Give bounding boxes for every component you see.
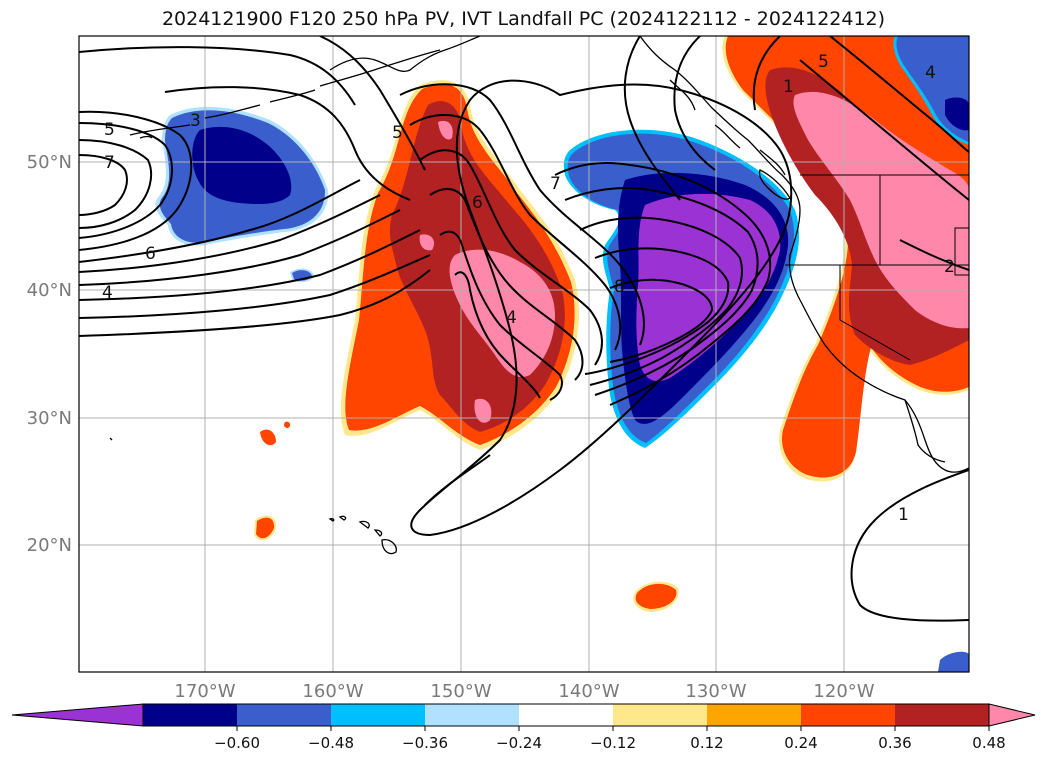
coastlines — [109, 36, 969, 555]
colorbar-tick-label: 0.48 — [972, 734, 1005, 752]
colorbar-tick-label: −0.60 — [214, 734, 260, 752]
colorbar-segment — [425, 704, 520, 726]
positive-anomaly-small-patches — [254, 421, 679, 612]
contour-label-5: 5 — [104, 120, 115, 140]
contour-label-7b: 7 — [550, 174, 561, 194]
colorbar-segment — [801, 704, 896, 726]
map-area: 5 7 6 4 3 5 6 4 7 8 5 4 2 1 1 — [79, 36, 969, 672]
contour-label-6b: 6 — [472, 193, 483, 213]
colorbar-segment — [895, 704, 990, 726]
contour-label-4: 4 — [102, 283, 113, 303]
contour-labels: 5 7 6 4 3 5 6 4 7 8 5 4 2 1 1 — [102, 52, 955, 525]
lon-label-140w: 140°W — [558, 681, 619, 702]
contour-label-6: 6 — [145, 244, 156, 264]
positive-anomaly-west-coast — [722, 36, 969, 482]
longitude-labels: 170°W 160°W 150°W 140°W 130°W 120°W — [174, 681, 874, 702]
colorbar-segment — [519, 704, 614, 726]
colorbar-segment — [613, 704, 708, 726]
positive-anomaly-central-pacific — [340, 80, 580, 451]
negative-anomaly-west-pacific — [155, 106, 329, 283]
contour-label-2: 2 — [944, 257, 955, 277]
colorbar-tick-label: 0.36 — [878, 734, 911, 752]
colorbar-extend-high — [988, 703, 1036, 727]
colorbar-tick-label: −0.48 — [308, 734, 354, 752]
contour-label-5b: 5 — [392, 123, 403, 143]
lat-label-30n: 30°N — [27, 408, 72, 429]
colorbar-segment — [237, 704, 332, 726]
contour-label-3: 3 — [190, 111, 201, 131]
colorbar-segment — [143, 704, 238, 726]
contour-label-1: 1 — [898, 505, 909, 525]
contour-label-8: 8 — [614, 277, 625, 297]
lat-label-50n: 50°N — [27, 152, 72, 173]
negative-anomaly-north-east — [893, 36, 969, 672]
pv-contours — [79, 36, 969, 622]
colorbar-tick-label: −0.12 — [590, 734, 636, 752]
contour-label-4c: 4 — [925, 63, 936, 83]
lon-label-160w: 160°W — [302, 681, 363, 702]
lon-label-150w: 150°W — [430, 681, 491, 702]
map-border — [78, 35, 970, 673]
colorbar-segment — [331, 704, 426, 726]
colorbar-tick-label: 0.24 — [784, 734, 817, 752]
contour-label-1b: 1 — [783, 77, 794, 97]
lat-label-20n: 20°N — [27, 535, 72, 556]
contour-label-7: 7 — [104, 153, 115, 173]
contour-label-5c: 5 — [818, 52, 829, 72]
contour-label-4b: 4 — [506, 308, 517, 328]
colorbar: −0.60 −0.48 −0.36 −0.24 −0.12 0.12 0.24 0.36 0.4… — [11, 703, 1036, 752]
colorbar-outline — [142, 703, 990, 727]
lat-label-40n: 40°N — [27, 280, 72, 301]
lon-label-130w: 130°W — [685, 681, 746, 702]
figure-title: 2024121900 F120 250 hPa PV, IVT Landfall… — [161, 8, 886, 30]
colorbar-extend-low — [11, 703, 144, 727]
colorbar-tick-label: 0.12 — [690, 734, 723, 752]
state-borders — [785, 174, 969, 361]
colorbar-tick-label: −0.24 — [496, 734, 542, 752]
lon-label-170w: 170°W — [174, 681, 235, 702]
colorbar-segment — [707, 704, 802, 726]
latitude-labels: 20°N 30°N 40°N 50°N — [27, 152, 72, 556]
lon-label-120w: 120°W — [813, 681, 874, 702]
colorbar-tick-label: −0.36 — [402, 734, 448, 752]
